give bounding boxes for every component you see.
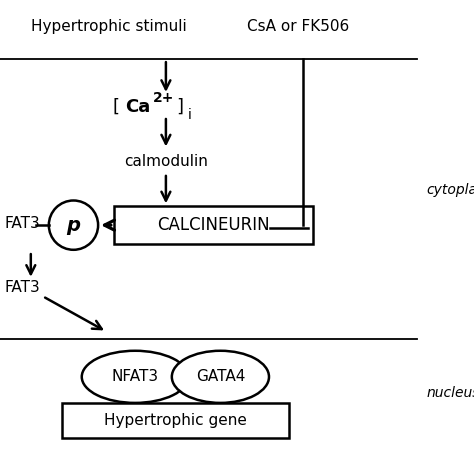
Text: Hypertrophic stimuli: Hypertrophic stimuli <box>31 18 187 34</box>
Text: nucleus: nucleus <box>427 386 474 401</box>
Text: Hypertrophic gene: Hypertrophic gene <box>104 413 247 428</box>
Text: FAT3: FAT3 <box>5 216 40 231</box>
Text: p: p <box>66 216 81 235</box>
Text: CALCINEURIN: CALCINEURIN <box>157 216 270 234</box>
Text: 2+: 2+ <box>153 91 174 105</box>
Text: CsA or FK506: CsA or FK506 <box>247 18 350 34</box>
Ellipse shape <box>172 351 269 403</box>
FancyBboxPatch shape <box>62 403 289 438</box>
Text: [: [ <box>113 98 119 116</box>
Circle shape <box>49 201 98 250</box>
Text: calmodulin: calmodulin <box>124 154 208 169</box>
Text: ]: ] <box>177 98 183 116</box>
Text: GATA4: GATA4 <box>196 369 245 384</box>
Text: FAT3: FAT3 <box>5 280 40 295</box>
Text: cytoplasm: cytoplasm <box>427 182 474 197</box>
Ellipse shape <box>82 351 188 403</box>
Text: Ca: Ca <box>125 98 150 116</box>
FancyBboxPatch shape <box>114 206 313 244</box>
Text: NFAT3: NFAT3 <box>111 369 159 384</box>
Text: i: i <box>188 108 191 122</box>
